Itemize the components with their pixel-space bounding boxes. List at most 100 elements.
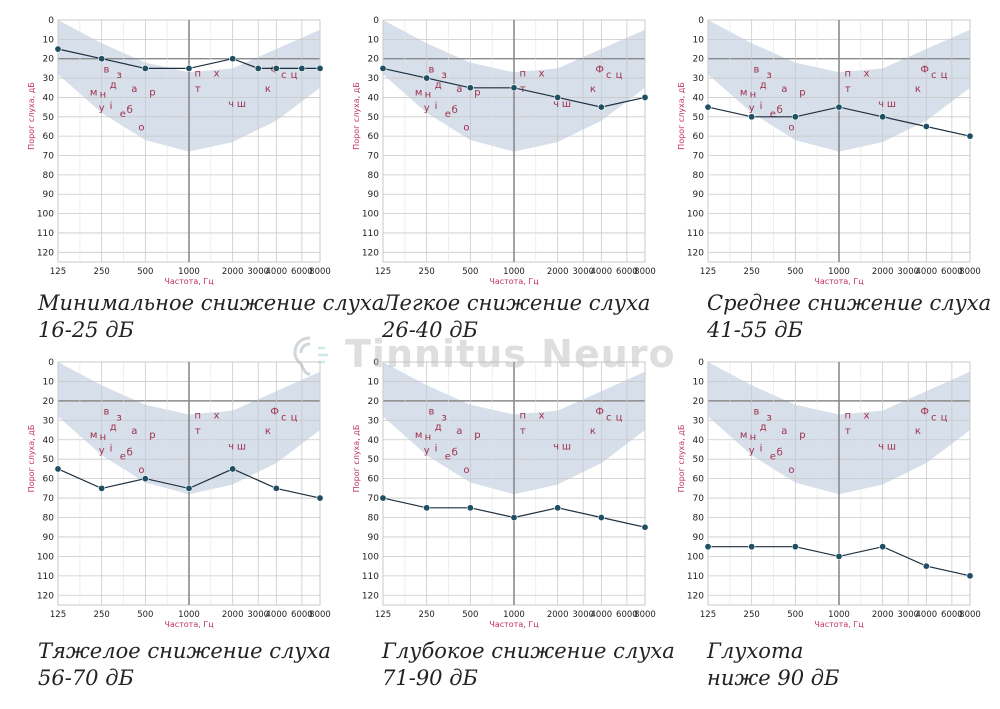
- y-tick-label: 120: [37, 591, 54, 601]
- threshold-point: [98, 55, 106, 63]
- threshold-point: [272, 64, 280, 72]
- x-tick-label: 6000: [616, 610, 638, 620]
- x-tick-label: 6000: [941, 267, 963, 277]
- phoneme-label: ч: [228, 99, 234, 110]
- y-tick-label: 40: [43, 93, 55, 103]
- threshold-point: [554, 504, 562, 512]
- y-tick-label: 0: [698, 358, 704, 368]
- y-tick-label: 60: [368, 475, 380, 485]
- y-tick-label: 90: [693, 190, 705, 200]
- phoneme-label: ш: [562, 442, 571, 453]
- audiogram-4: 0 10 20 30 40 50 60 70 80 90 100 110 120 125 250 500 100…: [27, 358, 331, 629]
- phoneme-label: д: [760, 422, 767, 433]
- phoneme-label: с: [931, 70, 937, 81]
- phoneme-label: е: [770, 451, 776, 462]
- y-tick-label: 20: [693, 55, 705, 65]
- threshold-point: [597, 103, 605, 111]
- caption-1-line-1: Минимальное снижение слуха: [38, 291, 385, 315]
- threshold-point: [141, 475, 149, 483]
- x-tick-label: 4000: [591, 267, 613, 277]
- caption-4-line-2: 56-70 дБ: [38, 666, 134, 690]
- phoneme-label: Ф: [920, 407, 929, 418]
- y-tick-label: 50: [43, 113, 55, 123]
- threshold-point: [98, 484, 106, 492]
- phoneme-label: х: [214, 68, 220, 79]
- threshold-point: [748, 543, 756, 551]
- x-axis-label: Частота, Гц: [489, 277, 539, 286]
- phoneme-label: р: [474, 430, 480, 441]
- phoneme-label: ш: [237, 99, 246, 110]
- phoneme-label: н: [100, 90, 107, 101]
- phoneme-label: х: [864, 410, 870, 421]
- y-tick-label: 30: [693, 74, 705, 84]
- caption-3-line-1: Среднее снижение слуха: [707, 291, 992, 315]
- x-tick-label: 125: [375, 610, 391, 620]
- phoneme-label: е: [770, 109, 776, 120]
- phoneme-label: п: [195, 68, 202, 79]
- phoneme-label: з: [116, 70, 121, 81]
- threshold-point: [966, 132, 974, 140]
- caption-4: Тяжелое снижение слуха 56-70 дБ: [38, 638, 331, 692]
- phoneme-label: м: [740, 88, 748, 99]
- x-tick-label: 1000: [178, 267, 200, 277]
- phoneme-label: у: [749, 103, 755, 114]
- x-axis-label: Частота, Гц: [164, 620, 214, 629]
- phoneme-label: в: [104, 64, 110, 75]
- y-tick-label: 20: [43, 55, 55, 65]
- x-axis-label: Частота, Гц: [489, 620, 539, 629]
- x-tick-label: 8000: [309, 610, 331, 620]
- phoneme-label: Ф: [595, 64, 604, 75]
- phoneme-label: з: [441, 412, 446, 423]
- ear-logo-icon: [293, 336, 328, 376]
- phoneme-label: в: [104, 407, 110, 418]
- threshold-point: [922, 122, 930, 130]
- threshold-point: [229, 55, 237, 63]
- y-tick-label: 100: [37, 210, 54, 220]
- x-tick-label: 500: [137, 610, 153, 620]
- y-tick-label: 10: [368, 377, 380, 387]
- y-axis-label: Порог слуха, дБ: [352, 425, 361, 493]
- threshold-point: [835, 552, 843, 560]
- phoneme-label: т: [520, 426, 526, 437]
- y-tick-label: 50: [368, 455, 380, 465]
- phoneme-label: п: [845, 410, 852, 421]
- y-tick-label: 80: [693, 171, 705, 181]
- threshold-point: [791, 113, 799, 121]
- threshold-point: [141, 64, 149, 72]
- y-tick-label: 90: [368, 533, 380, 543]
- caption-1: Минимальное снижение слуха 16-25 дБ: [38, 290, 384, 344]
- audiogram-2: 0 10 20 30 40 50 60 70 80 90 100 110 120 125 250 500 100…: [352, 16, 656, 286]
- phoneme-label: х: [864, 68, 870, 79]
- caption-6-line-2: ниже 90 дБ: [707, 666, 840, 690]
- phoneme-label: е: [445, 109, 451, 120]
- phoneme-label: б: [452, 447, 458, 458]
- y-tick-label: 20: [368, 55, 380, 65]
- phoneme-label: п: [520, 410, 527, 421]
- phoneme-label: а: [781, 84, 787, 95]
- y-tick-label: 90: [43, 190, 55, 200]
- phoneme-label: б: [127, 105, 133, 116]
- phoneme-label: ш: [237, 442, 246, 453]
- threshold-point: [466, 84, 474, 92]
- y-tick-label: 70: [43, 152, 55, 162]
- phoneme-label: а: [456, 426, 462, 437]
- y-tick-label: 50: [368, 113, 380, 123]
- threshold-point: [272, 484, 280, 492]
- y-tick-label: 80: [693, 514, 705, 524]
- phoneme-label: ц: [941, 70, 948, 81]
- phoneme-label: с: [281, 70, 287, 81]
- x-tick-label: 125: [700, 267, 716, 277]
- caption-3-line-2: 41-55 дБ: [707, 318, 803, 342]
- caption-6-line-1: Глухота: [707, 639, 804, 663]
- phoneme-label: і: [110, 443, 113, 455]
- phoneme-label: е: [120, 451, 126, 462]
- x-tick-label: 125: [50, 610, 66, 620]
- phoneme-label: о: [463, 465, 469, 476]
- y-tick-label: 10: [693, 377, 705, 387]
- phoneme-label: д: [435, 80, 442, 91]
- y-tick-label: 0: [698, 16, 704, 26]
- y-tick-label: 70: [693, 152, 705, 162]
- phoneme-label: с: [931, 412, 937, 423]
- phoneme-label: ш: [562, 99, 571, 110]
